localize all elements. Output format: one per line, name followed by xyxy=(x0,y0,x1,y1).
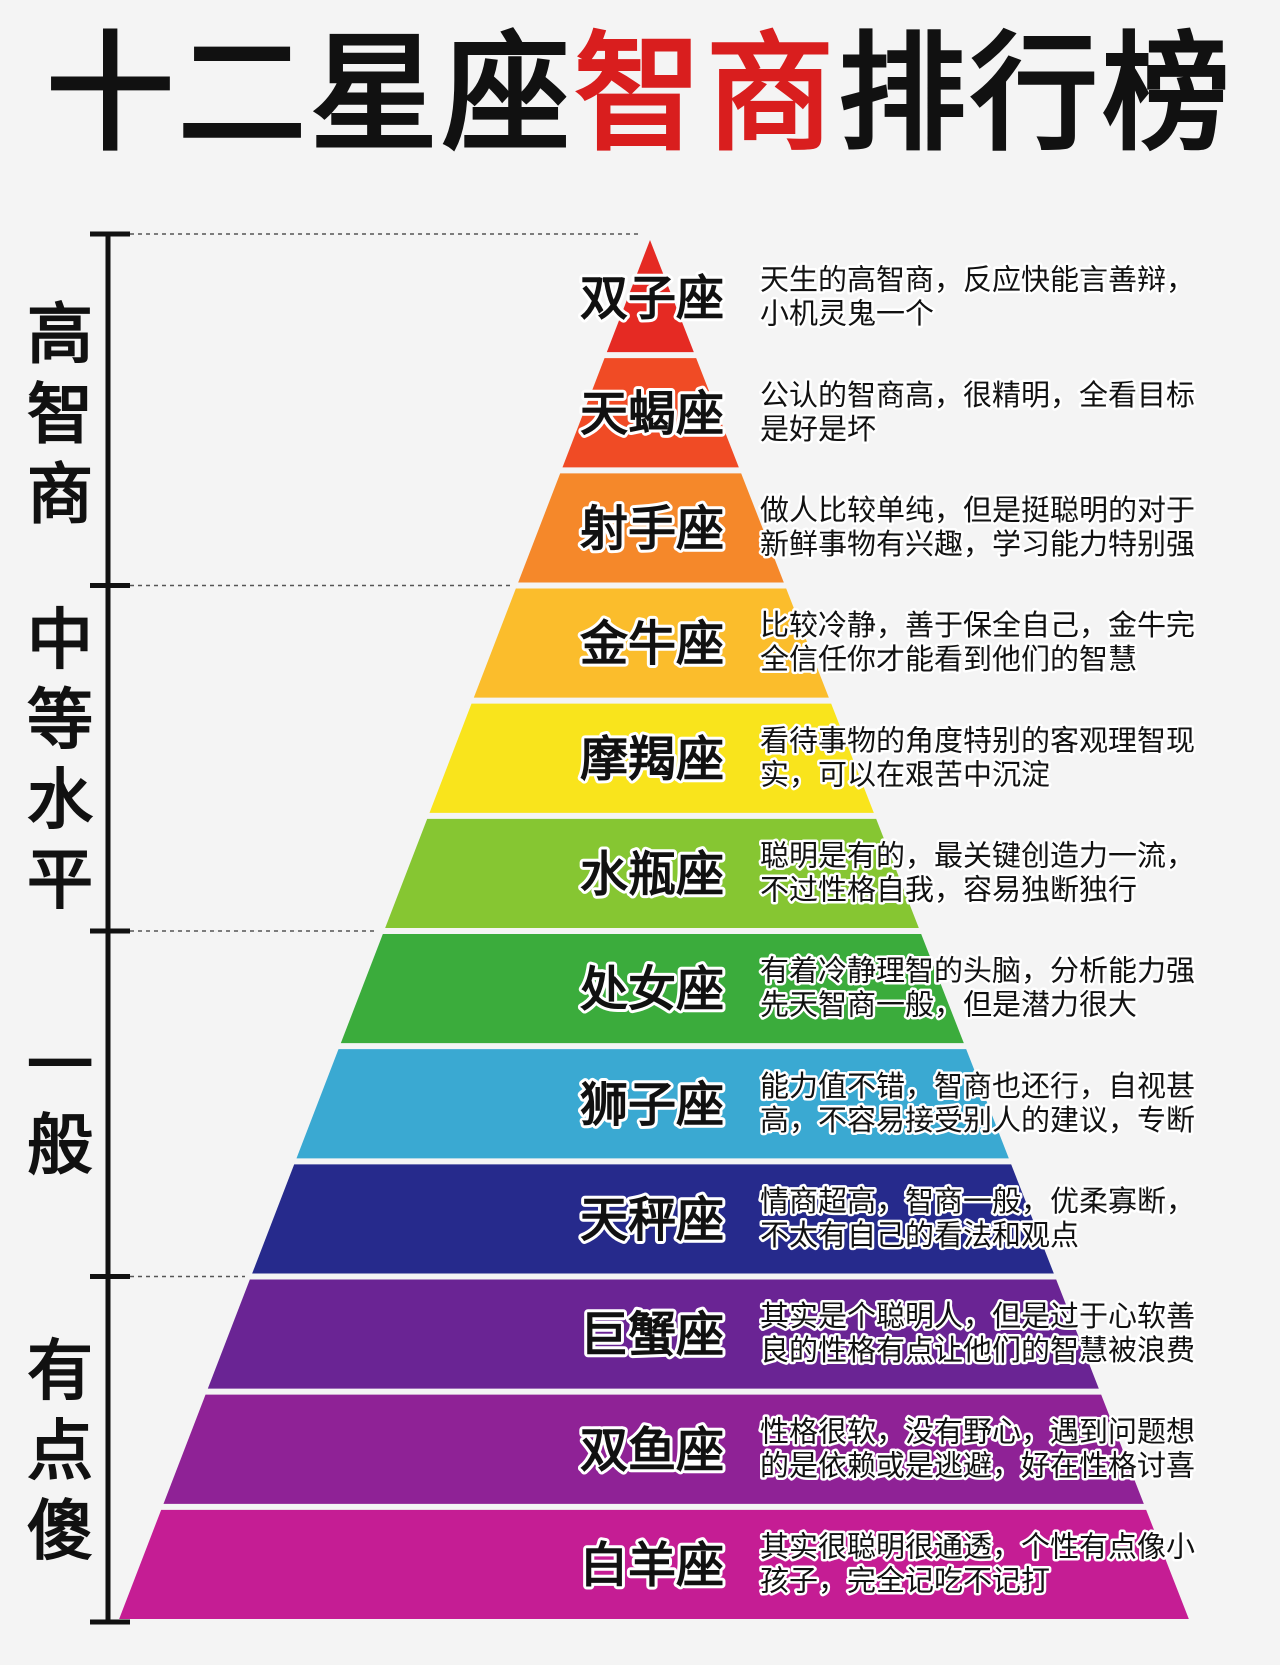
group-label-char: 商 xyxy=(27,456,93,533)
pyramid-band xyxy=(518,473,784,583)
zodiac-sign-name: 处女座 xyxy=(580,962,724,1018)
pyramid-band xyxy=(252,1164,1054,1274)
sign-description-line: 小机灵鬼一个 xyxy=(760,297,934,331)
zodiac-sign-name: 水瓶座 xyxy=(580,846,724,902)
pyramid-band xyxy=(606,240,694,353)
sign-description-line: 全信任你才能看到他们的智慧 xyxy=(760,642,1137,676)
zodiac-sign-name: 摩羯座 xyxy=(580,731,724,787)
sign-description-line: 做人比较单纯，但是挺聪明的对于 xyxy=(760,493,1195,527)
sign-description-line: 其实是个聪明人，但是过于心软善 xyxy=(760,1299,1195,1333)
title-pre: 十二星座 xyxy=(45,20,574,169)
zodiac-sign-name: 天秤座 xyxy=(580,1192,724,1248)
sign-description-line: 良的性格有点让他们的智慧被浪费 xyxy=(760,1333,1195,1367)
group-label-char: 点 xyxy=(27,1412,93,1489)
sign-description-line: 天生的高智商，反应快能言善辩， xyxy=(760,263,1195,297)
zodiac-sign-name: 天蝎座 xyxy=(580,386,724,442)
group-label-char: 有 xyxy=(27,1332,93,1409)
sign-description-line: 有着冷静理智的头脑，分析能力强 xyxy=(760,954,1195,988)
group-label-char: 傻 xyxy=(27,1492,93,1569)
pyramid-band xyxy=(429,703,874,813)
sign-description-line: 新鲜事物有兴趣，学习能力特别强 xyxy=(760,527,1195,561)
group-label-char: 等 xyxy=(27,681,93,758)
zodiac-sign-name: 双鱼座 xyxy=(580,1422,724,1478)
zodiac-sign-name: 狮子座 xyxy=(580,1077,724,1133)
sign-description-line: 高，不容易接受别人的建议，专断 xyxy=(760,1103,1195,1137)
sign-description-line: 情商超高，智商一般，优柔寡断， xyxy=(760,1184,1195,1218)
sign-description-line: 不太有自己的看法和观点 xyxy=(760,1218,1079,1252)
pyramid-band xyxy=(296,1049,1009,1159)
sign-description-line: 其实很聪明很通透，个性有点像小 xyxy=(760,1529,1195,1563)
sign-description-line: 聪明是有的，最关键创造力一流， xyxy=(760,838,1195,872)
pyramid-band xyxy=(562,358,739,468)
sign-description-line: 的是依赖或是逃避，好在性格讨喜 xyxy=(760,1448,1195,1482)
pyramid-band xyxy=(119,1509,1189,1619)
group-label-char: 一 xyxy=(27,1027,93,1104)
pyramid-band xyxy=(473,588,829,698)
sign-description-line: 实，可以在艰苦中沉淀 xyxy=(760,757,1050,791)
zodiac-sign-name: 白羊座 xyxy=(580,1537,724,1593)
title-post: 排行榜 xyxy=(838,20,1235,169)
sign-description-line: 先天智商一般，但是潜力很大 xyxy=(760,988,1137,1022)
pyramid-band xyxy=(385,818,919,928)
group-label-char: 智 xyxy=(27,376,93,453)
group-label-char: 水 xyxy=(27,761,94,838)
sign-description-line: 孩子，完全记吃不记打 xyxy=(760,1563,1050,1597)
group-label-char: 平 xyxy=(27,841,93,918)
sign-description-line: 比较冷静，善于保全自己，金牛完 xyxy=(760,608,1195,642)
sign-description-line: 不过性格自我，容易独断独行 xyxy=(760,872,1137,906)
sign-description-line: 看待事物的角度特别的客观理智现 xyxy=(760,723,1195,757)
zodiac-sign-name: 双子座 xyxy=(580,271,724,327)
zodiac-sign-name: 巨蟹座 xyxy=(580,1307,724,1363)
pyramid-band xyxy=(207,1279,1099,1389)
group-label-char: 高 xyxy=(27,296,93,373)
sign-description-line: 是好是坏 xyxy=(760,412,876,446)
sign-description-line: 公认的智商高，很精明，全看目标 xyxy=(760,378,1195,412)
pyramid-band xyxy=(163,1394,1144,1504)
title-highlight: 智商 xyxy=(573,20,838,169)
group-label-char: 中 xyxy=(27,601,93,678)
page-title: 十二星座智商排行榜 xyxy=(0,20,1280,170)
pyramid-bands xyxy=(119,240,1189,1619)
pyramid-band xyxy=(340,934,964,1044)
zodiac-sign-name: 金牛座 xyxy=(579,616,724,672)
zodiac-sign-name: 射手座 xyxy=(580,501,724,557)
sign-description-line: 性格很软，没有野心，遇到问题想 xyxy=(760,1414,1195,1448)
sign-description-line: 能力值不错，智商也还行，自视甚 xyxy=(760,1069,1195,1103)
group-label-char: 般 xyxy=(27,1107,93,1184)
